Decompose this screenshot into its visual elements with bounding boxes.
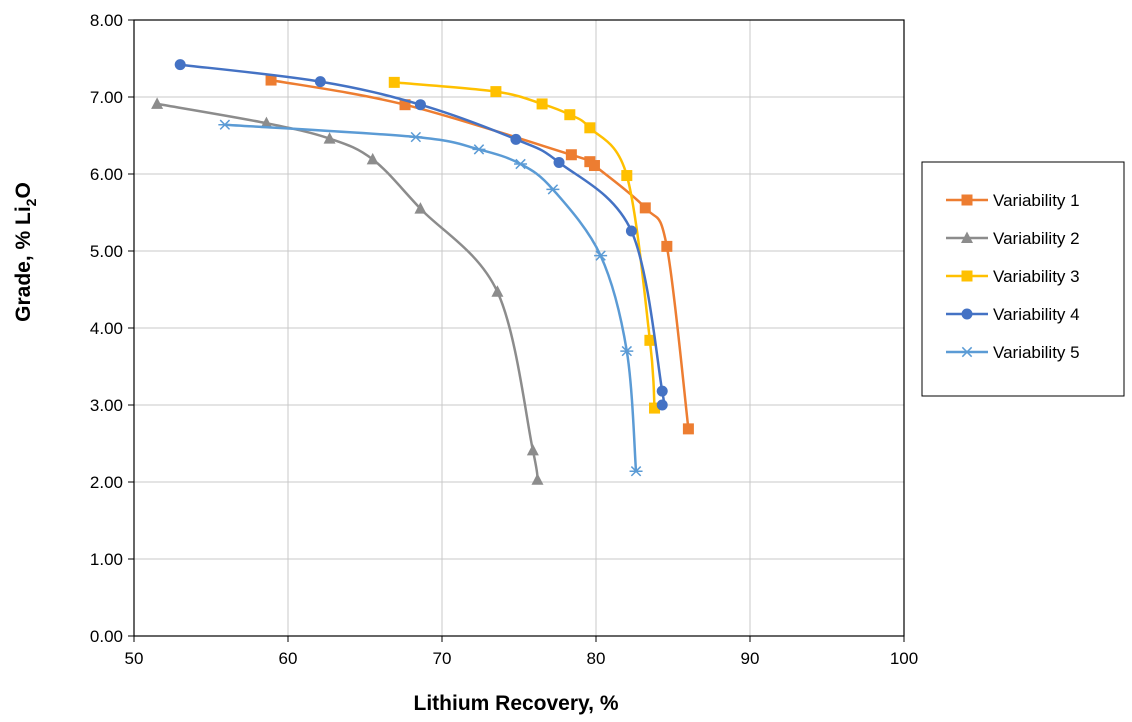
- series-1-point: [399, 99, 411, 111]
- legend-marker: [961, 270, 973, 282]
- series-1-point: [588, 160, 600, 172]
- series-4-point: [510, 133, 522, 145]
- series-3: [388, 76, 661, 414]
- series-4-point: [174, 59, 186, 71]
- x-axis-title: Lithium Recovery, %: [414, 692, 619, 715]
- legend-label: Variability 5: [993, 343, 1080, 362]
- legend-item-1: Variability 1: [946, 191, 1080, 210]
- series-4-point: [553, 156, 565, 168]
- series-1-point: [661, 240, 673, 252]
- series-3-point: [584, 122, 596, 134]
- legend-marker: [961, 194, 973, 206]
- series-1: [265, 74, 694, 435]
- y-tick-label: 4.00: [90, 319, 123, 338]
- series-4-point: [656, 399, 668, 411]
- y-axis-title-main: Grade, % Li: [12, 206, 35, 322]
- x-tick-label: 100: [890, 649, 918, 668]
- series-5-point: [594, 250, 608, 261]
- legend-item-4: Variability 4: [946, 305, 1080, 324]
- series-2-point: [260, 116, 273, 129]
- x-tick-label: 50: [125, 649, 144, 668]
- x-axis-ticks: 50 60 70 80 90 100: [125, 636, 918, 668]
- series-3-point: [536, 98, 548, 110]
- x-tick-label: 80: [587, 649, 606, 668]
- legend-label: Variability 1: [993, 191, 1080, 210]
- series-3-point: [388, 76, 400, 88]
- x-tick-label: 90: [741, 649, 760, 668]
- x-tick-label: 70: [433, 649, 452, 668]
- series-2-point: [526, 443, 539, 456]
- series-3-point: [649, 402, 661, 414]
- series-4-point: [314, 76, 326, 88]
- legend-item-3: Variability 3: [946, 267, 1080, 286]
- series-1-point: [565, 149, 577, 161]
- series-3-point: [644, 334, 656, 346]
- y-tick-label: 5.00: [90, 242, 123, 261]
- series-4-point: [656, 385, 668, 397]
- legend-label: Variability 4: [993, 305, 1080, 324]
- series-4-point: [625, 225, 637, 237]
- series-1-point: [639, 202, 651, 214]
- series-5-point: [472, 144, 486, 155]
- y-tick-label: 1.00: [90, 550, 123, 569]
- legend-label: Variability 2: [993, 229, 1080, 248]
- legend-item-5: Variability 5: [946, 343, 1080, 362]
- y-axis-title: Grade, % Li2O: [12, 182, 39, 322]
- series-2-point: [414, 202, 427, 214]
- legend-label: Variability 3: [993, 267, 1080, 286]
- y-tick-label: 0.00: [90, 627, 123, 646]
- legend-marker: [961, 308, 973, 320]
- y-tick-label: 3.00: [90, 396, 123, 415]
- series-1-point: [265, 74, 277, 86]
- y-tick-label: 6.00: [90, 165, 123, 184]
- series-1-point: [682, 423, 694, 435]
- series-5: [218, 119, 643, 477]
- series-2-point: [323, 132, 336, 144]
- y-tick-label: 8.00: [90, 11, 123, 30]
- series-5-point: [629, 466, 643, 477]
- series-5-point: [620, 345, 634, 357]
- y-axis-title-subscript: 2: [23, 198, 39, 206]
- series-5-point: [218, 119, 232, 130]
- y-axis-title-end: O: [12, 182, 35, 198]
- y-axis-ticks: 0.00 1.00 2.00 3.00 4.00 5.00 6.00 7.00 8.00: [90, 11, 134, 646]
- series-5-point: [514, 158, 528, 170]
- series-2-point: [151, 97, 164, 109]
- series-4-point: [414, 99, 426, 111]
- series-4: [174, 59, 668, 411]
- legend-marker: [961, 231, 973, 243]
- x-tick-label: 60: [279, 649, 298, 668]
- series-3-point: [564, 109, 576, 121]
- legend-item-2: Variability 2: [946, 229, 1080, 248]
- series-2-point: [366, 152, 379, 165]
- series-2: [151, 97, 544, 485]
- y-tick-label: 2.00: [90, 473, 123, 492]
- legend: Variability 1 Variability 2 Variability 3 V…: [921, 161, 1125, 397]
- series-2-point: [531, 473, 544, 485]
- series-2-point: [491, 285, 504, 297]
- series-5-point: [546, 184, 560, 195]
- series-layer: [151, 59, 694, 485]
- series-3-point: [621, 170, 633, 182]
- y-tick-label: 7.00: [90, 88, 123, 107]
- legend-marker: [960, 346, 974, 358]
- series-3-point: [490, 86, 502, 98]
- series-5-point: [409, 131, 423, 143]
